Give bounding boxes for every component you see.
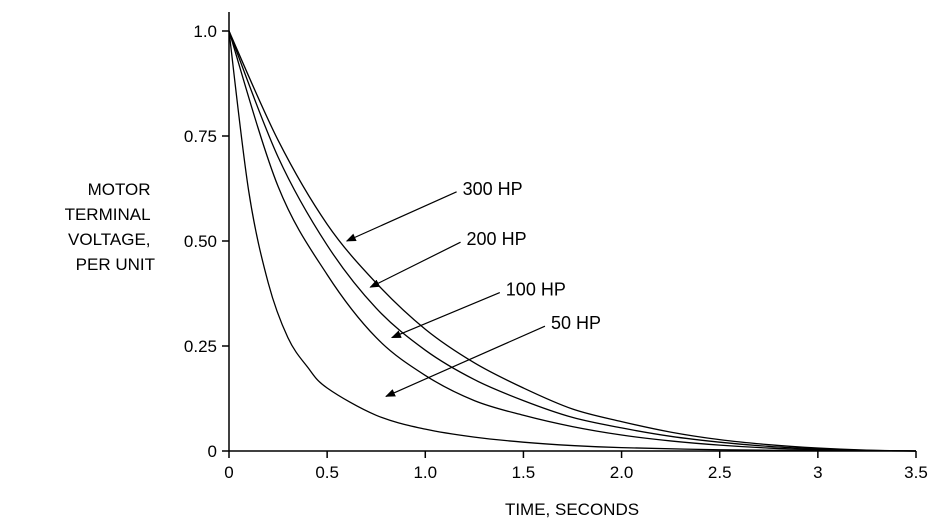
axis-ticks: 0 0.25 0.50 0.75 1.0 0 0.5 1.0 1.5 2.0 2.5 3 3.5 [184, 22, 928, 482]
series-label: 50 HP [551, 313, 601, 333]
series-label: 200 HP [467, 229, 527, 249]
series-curves [228, 30, 917, 452]
series-arrow [390, 292, 501, 339]
y-axis-label-line: PER UNIT [76, 255, 155, 274]
x-axis-label: TIME, SECONDS [505, 500, 639, 519]
x-tick-label: 3.5 [904, 463, 928, 482]
x-tick-label: 2.0 [610, 463, 634, 482]
x-tick-label: 0.5 [315, 463, 339, 482]
y-axis-label-line: TERMINAL [65, 205, 151, 224]
y-tick-label: 0 [208, 442, 217, 461]
series-arrow [345, 191, 457, 242]
y-tick-label: 0.50 [184, 232, 217, 251]
y-axis-label-line: VOLTAGE, [68, 230, 151, 249]
x-tick-label: 3 [813, 463, 822, 482]
series-label: 300 HP [463, 179, 523, 199]
y-axis-label-line: MOTOR [88, 180, 151, 199]
y-tick-label: 1.0 [193, 22, 217, 41]
series-line [228, 30, 917, 452]
series-line [228, 30, 917, 452]
series-annotations: 300 HP 200 HP 100 HP 50 HP [345, 179, 601, 397]
x-tick-label: 0 [224, 463, 233, 482]
y-axis-label: MOTOR TERMINAL VOLTAGE, PER UNIT [65, 180, 155, 274]
x-tick-label: 1.0 [413, 463, 437, 482]
series-arrow [385, 325, 546, 397]
y-tick-label: 0.25 [184, 337, 217, 356]
x-tick-label: 1.5 [512, 463, 536, 482]
y-tick-label: 0.75 [184, 127, 217, 146]
series-line [228, 30, 917, 452]
series-label: 100 HP [506, 280, 566, 300]
series-line [228, 30, 917, 452]
series-arrow [369, 241, 461, 288]
x-tick-label: 2.5 [708, 463, 732, 482]
